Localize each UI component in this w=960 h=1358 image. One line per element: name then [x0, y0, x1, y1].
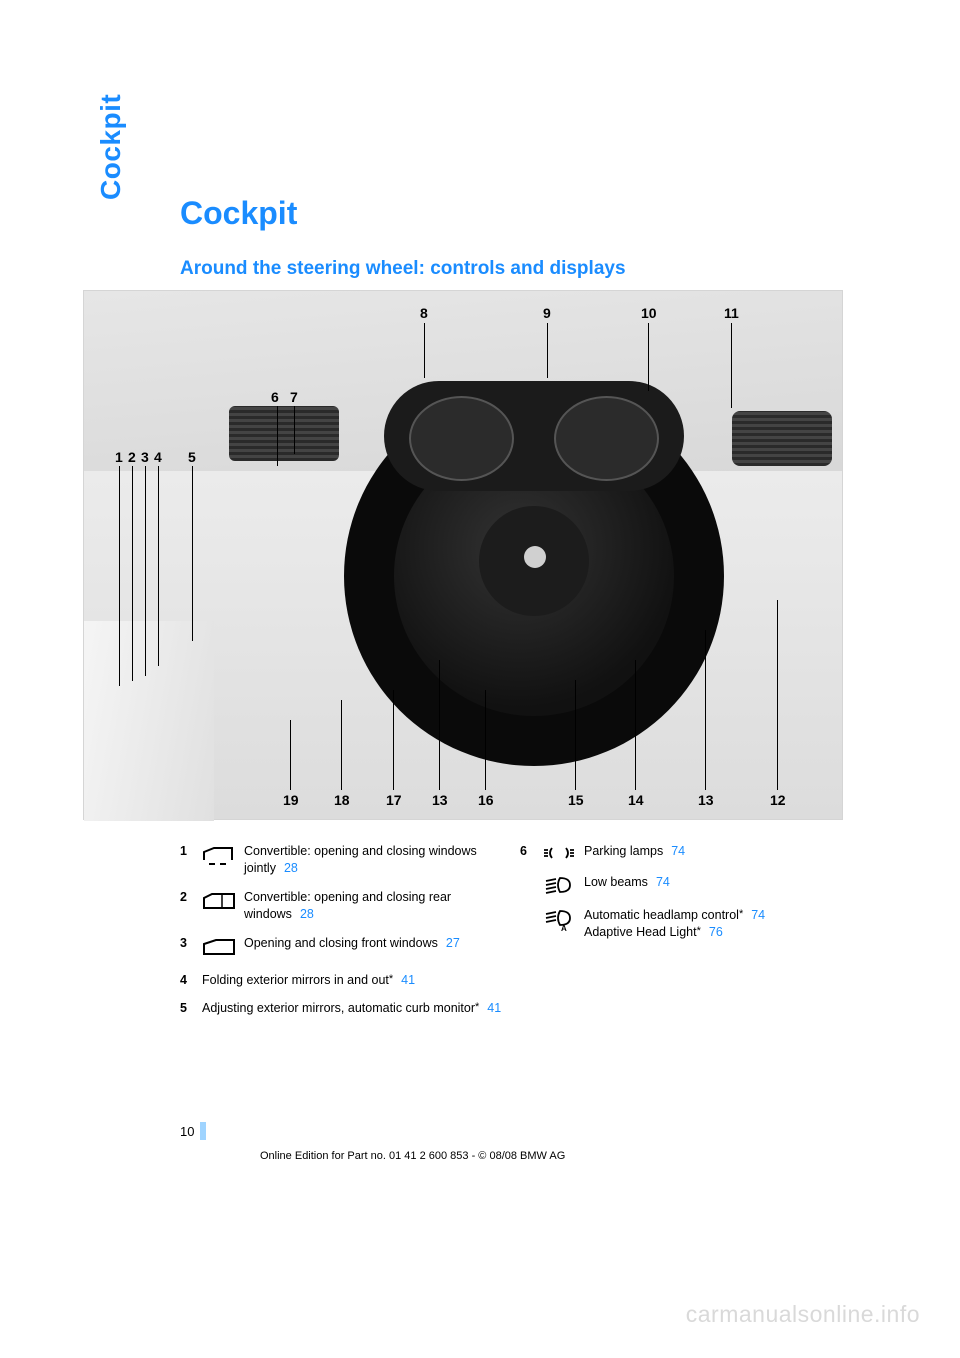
legend-item-6b: Low beams74: [520, 874, 850, 895]
callout-8: 8: [420, 305, 428, 321]
legend-item-3: 3 Opening and closing front windows27: [180, 935, 510, 960]
callout-6: 6: [271, 389, 279, 405]
page-ref[interactable]: 74: [656, 875, 670, 889]
callout-5: 5: [188, 449, 196, 465]
page-title: Cockpit: [180, 195, 297, 232]
window-jointly-icon: [202, 843, 244, 868]
page-ref[interactable]: 74: [751, 908, 765, 922]
callout-4: 4: [154, 449, 162, 465]
legend-item-5: 5 Adjusting exterior mirrors, automatic …: [180, 1000, 510, 1017]
page-ref[interactable]: 74: [671, 844, 685, 858]
legend-item-4: 4 Folding exterior mirrors in and out*41: [180, 972, 510, 989]
page-ref[interactable]: 76: [709, 925, 723, 939]
legend-item-6a: 6 Parking lamps74: [520, 843, 850, 862]
callout-b16: 16: [478, 792, 494, 808]
page-ref[interactable]: 41: [401, 973, 415, 987]
low-beam-icon: [542, 874, 584, 895]
auto-headlamp-icon: A: [542, 907, 584, 932]
page-ref[interactable]: 41: [487, 1001, 501, 1015]
legend-item-2: 2 Convertible: opening and closing rear …: [180, 889, 510, 923]
callout-b18: 18: [334, 792, 350, 808]
callout-b17: 17: [386, 792, 402, 808]
callout-b12: 12: [770, 792, 786, 808]
footer-copyright: Online Edition for Part no. 01 41 2 600 …: [260, 1150, 565, 1162]
callout-b13b: 13: [698, 792, 714, 808]
page-ref[interactable]: 27: [446, 936, 460, 950]
steering-wheel-diagram: [83, 290, 843, 820]
page-number: 10: [180, 1122, 206, 1140]
manual-page: Cockpit Cockpit Around the steering whee…: [0, 0, 960, 1358]
callout-b14: 14: [628, 792, 644, 808]
callout-1: 1: [115, 449, 123, 465]
parking-lamps-icon: [542, 843, 584, 862]
callout-11: 11: [724, 305, 739, 321]
callout-b19: 19: [283, 792, 299, 808]
legend-left: 1 Convertible: opening and closing windo…: [180, 843, 510, 1029]
callout-10: 10: [641, 305, 657, 321]
legend-item-1: 1 Convertible: opening and closing windo…: [180, 843, 510, 877]
callout-2: 2: [128, 449, 136, 465]
section-tab-label: Cockpit: [95, 0, 127, 200]
callout-9: 9: [543, 305, 551, 321]
callout-7: 7: [290, 389, 298, 405]
legend-item-6c: A Automatic headlamp control*74 Adaptive…: [520, 907, 850, 941]
callout-3: 3: [141, 449, 149, 465]
window-rear-icon: [202, 889, 244, 914]
legend-right: 6 Parking lamps74 Low beams74 A Automati…: [520, 843, 850, 953]
page-ref[interactable]: 28: [300, 907, 314, 921]
svg-text:A: A: [561, 924, 567, 932]
page-ref[interactable]: 28: [284, 861, 298, 875]
callout-b13a: 13: [432, 792, 448, 808]
page-subtitle: Around the steering wheel: controls and …: [180, 258, 626, 280]
source-watermark: carmanualsonline.info: [686, 1301, 920, 1328]
callout-b15: 15: [568, 792, 584, 808]
window-front-icon: [202, 935, 244, 960]
